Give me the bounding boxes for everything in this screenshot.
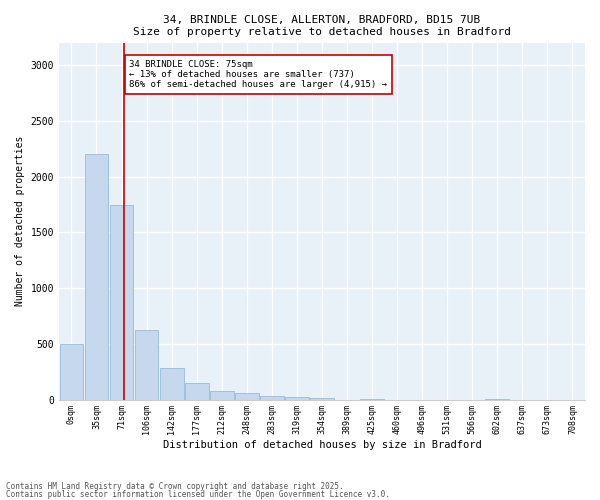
Y-axis label: Number of detached properties: Number of detached properties	[15, 136, 25, 306]
Text: Contains public sector information licensed under the Open Government Licence v3: Contains public sector information licen…	[6, 490, 390, 499]
Bar	[210, 390, 233, 400]
X-axis label: Distribution of detached houses by size in Bradford: Distribution of detached houses by size …	[163, 440, 481, 450]
Bar	[85, 154, 109, 400]
Text: Contains HM Land Registry data © Crown copyright and database right 2025.: Contains HM Land Registry data © Crown c…	[6, 482, 344, 491]
Bar	[235, 394, 259, 400]
Bar	[285, 398, 309, 400]
Text: 34 BRINDLE CLOSE: 75sqm
← 13% of detached houses are smaller (737)
86% of semi-d: 34 BRINDLE CLOSE: 75sqm ← 13% of detache…	[129, 60, 387, 90]
Bar	[134, 330, 158, 400]
Bar	[185, 383, 209, 400]
Title: 34, BRINDLE CLOSE, ALLERTON, BRADFORD, BD15 7UB
Size of property relative to det: 34, BRINDLE CLOSE, ALLERTON, BRADFORD, B…	[133, 15, 511, 36]
Bar	[160, 368, 184, 400]
Bar	[260, 396, 284, 400]
Bar	[310, 398, 334, 400]
Bar	[110, 204, 133, 400]
Bar	[360, 399, 384, 400]
Bar	[59, 344, 83, 400]
